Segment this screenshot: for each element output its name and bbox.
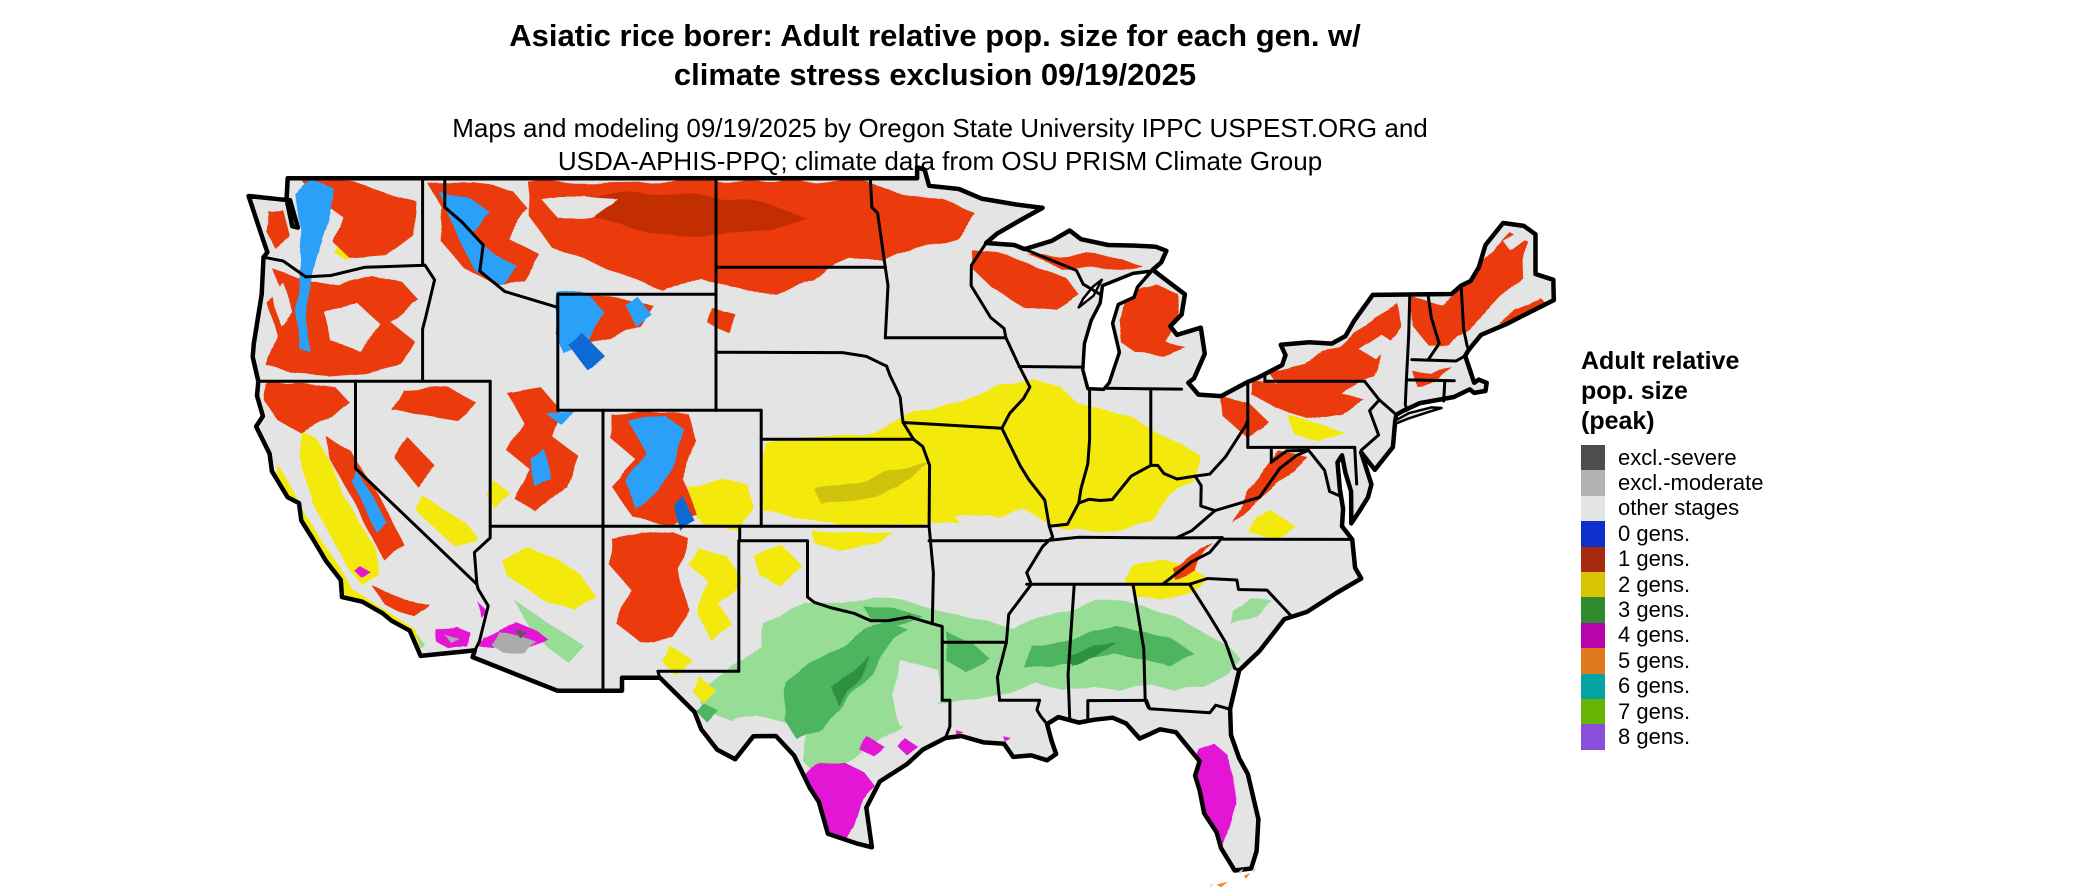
legend-item: 3 gens. [1581, 597, 1841, 623]
legend-title-line3: (peak) [1581, 407, 1655, 435]
legend-item: 8 gens. [1581, 724, 1841, 750]
long-island [1393, 406, 1443, 425]
legend-swatch [1581, 648, 1605, 674]
map-title: Asiatic rice borer: Adult relative pop. … [0, 16, 1870, 94]
legend-title-line1: Adult relative [1581, 347, 1740, 375]
legend-swatch [1581, 698, 1605, 725]
legend-item: 0 gens. [1581, 520, 1841, 547]
legend-swatch [1581, 724, 1605, 750]
legend-label: 8 gens. [1618, 724, 1691, 749]
legend-items: excl.-severe excl.-moderate other stages 0 … [1581, 445, 1841, 750]
us-choropleth-map [238, 158, 1568, 892]
legend-item: 2 gens. [1581, 571, 1841, 598]
map-svg [246, 165, 1557, 888]
legend-swatch [1581, 546, 1605, 572]
legend-item: 7 gens. [1581, 698, 1841, 725]
legend-swatch [1581, 521, 1605, 547]
legend-swatch [1581, 597, 1605, 623]
map-subtitle: Maps and modeling 09/19/2025 by Oregon S… [0, 112, 1880, 178]
legend-item: 1 gens. [1581, 546, 1841, 572]
national-border [246, 165, 1557, 873]
legend-swatch [1581, 622, 1605, 649]
legend-swatch [1581, 571, 1605, 598]
legend-label: 4 gens. [1618, 622, 1691, 648]
legend-label: excl.-severe [1618, 444, 1737, 470]
legend-label: 5 gens. [1618, 647, 1691, 673]
legend-swatch [1581, 445, 1605, 471]
legend-label: 1 gens. [1618, 546, 1691, 572]
legend-label: other stages [1618, 495, 1740, 521]
map-title-line1: Asiatic rice borer: Adult relative pop. … [509, 18, 1361, 53]
lake-michigan [1081, 269, 1154, 392]
legend-label: 7 gens. [1618, 698, 1691, 724]
legend-item: 6 gens. [1581, 673, 1841, 699]
legend-swatch [1581, 673, 1605, 699]
legend-item: 5 gens. [1581, 647, 1841, 674]
legend-swatch [1581, 470, 1605, 496]
legend-label: 0 gens. [1618, 520, 1691, 546]
legend: Adult relative pop. size (peak) excl.-se… [1581, 346, 1841, 750]
green-bay [1077, 278, 1104, 309]
legend-item: other stages [1581, 495, 1841, 522]
map-subtitle-line2: USDA-APHIS-PPQ; climate data from OSU PR… [557, 146, 1323, 176]
legend-label: excl.-moderate [1618, 470, 1764, 496]
legend-label: 3 gens. [1618, 597, 1691, 623]
legend-label: 2 gens. [1618, 571, 1691, 597]
legend-label: 6 gens. [1618, 673, 1691, 699]
legend-title: Adult relative pop. size (peak) [1581, 346, 1841, 436]
legend-item: excl.-severe [1581, 444, 1841, 471]
map-subtitle-line1: Maps and modeling 09/19/2025 by Oregon S… [452, 113, 1428, 143]
legend-swatch [1581, 495, 1605, 522]
legend-title-line2: pop. size [1581, 377, 1688, 405]
legend-item: 4 gens. [1581, 622, 1841, 649]
legend-item: excl.-moderate [1581, 470, 1841, 496]
map-title-line2: climate stress exclusion 09/19/2025 [673, 57, 1197, 92]
